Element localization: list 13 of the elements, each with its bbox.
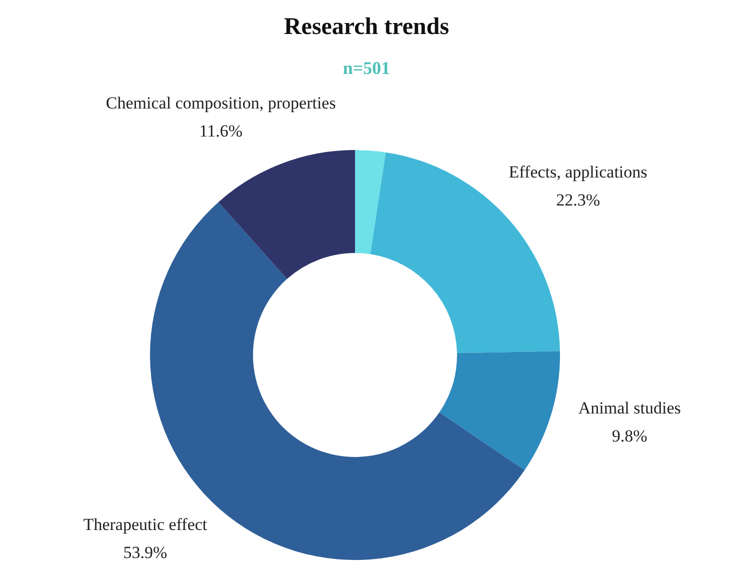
slice-label: Therapeutic effect bbox=[83, 515, 208, 534]
donut-slice bbox=[218, 150, 355, 279]
donut-slice bbox=[439, 351, 560, 470]
data-label: 53.9% bbox=[123, 543, 168, 562]
chart-subtitle: n=501 bbox=[342, 58, 392, 79]
chart-title: Research trends bbox=[282, 14, 450, 41]
data-label: 22.3% bbox=[556, 190, 600, 210]
slice-label: Chemical composition, properties bbox=[106, 93, 336, 112]
data-label: 9.8% bbox=[612, 426, 648, 446]
slice-label: Effects, applications bbox=[508, 162, 648, 182]
slice-label: Animal studies bbox=[578, 398, 681, 418]
donut-slice bbox=[355, 150, 386, 254]
data-label: 11.6% bbox=[199, 121, 243, 140]
